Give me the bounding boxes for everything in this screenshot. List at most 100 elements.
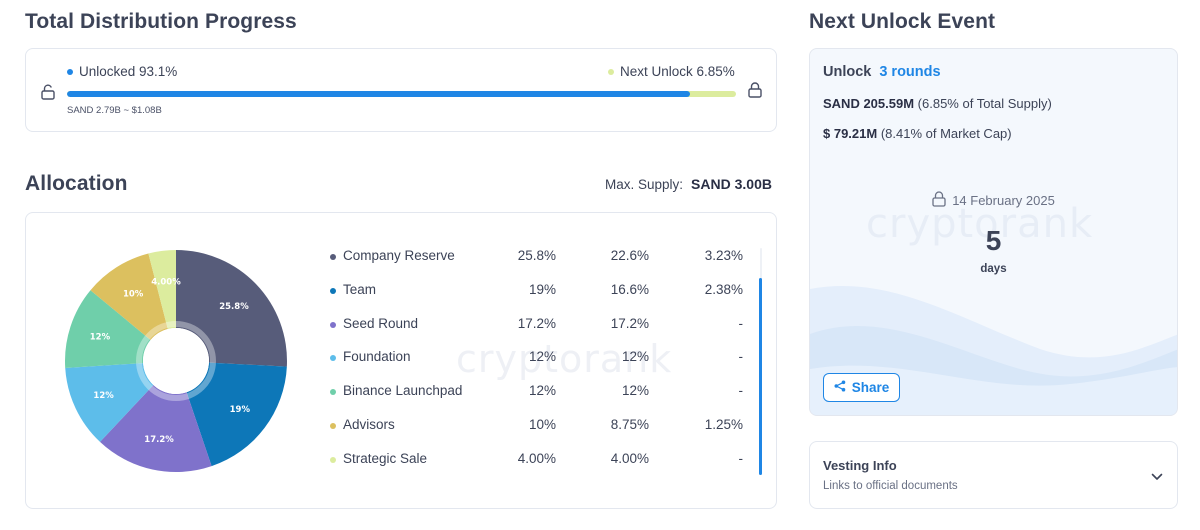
countdown-days-value: 5 — [985, 225, 1002, 256]
allocation-name: Foundation — [343, 349, 411, 365]
allocation-column-3: - — [738, 315, 744, 331]
vesting-info-panel[interactable]: Vesting Info Links to official documents — [809, 441, 1178, 509]
allocation-name: Advisors — [343, 417, 395, 432]
allocation-percent: 25.8% — [517, 248, 556, 263]
allocation-column-2: 17.2% — [610, 315, 649, 331]
max-supply: Max. Supply: SAND 3.00B — [605, 176, 772, 192]
pie-slice-label: 25.8% — [219, 302, 249, 312]
allocation-title: Allocation — [25, 172, 128, 195]
share-icon — [834, 380, 846, 395]
allocation-column-2: 12% — [621, 349, 649, 365]
pie-slice-team[interactable] — [186, 362, 287, 467]
pie-slice-label: 17.2% — [144, 435, 174, 445]
allocation-name: Team — [343, 281, 377, 297]
unlock-rounds-link[interactable]: 3 rounds — [879, 64, 941, 80]
allocation-column-3: - — [738, 383, 744, 399]
max-supply-value: SAND 3.00B — [691, 176, 772, 192]
unlocked-progress-fill — [67, 91, 690, 97]
pie-slice-label: 19% — [230, 405, 251, 415]
allocation-column-3: - — [738, 450, 744, 466]
allocation-column-3: - — [738, 349, 744, 365]
allocation-name: Seed Round — [343, 315, 419, 331]
allocation-column-2: 12% — [621, 383, 649, 399]
donut-hole — [143, 328, 209, 394]
vesting-title: Vesting Info — [823, 458, 897, 473]
share-button[interactable]: Share — [823, 373, 900, 402]
lock-open-icon — [41, 84, 55, 100]
pie-slice-foundation[interactable] — [65, 363, 154, 442]
sand-amount-bold: SAND 205.59M — [823, 96, 915, 111]
unlock-watermark: cryptorank — [866, 201, 1094, 247]
next-unlock-dot — [608, 68, 614, 75]
allocation-donut-chart: 25.8% 19% 17.2% 12% 12% 10% 4.00% — [65, 250, 287, 472]
allocation-row: Advisors 10% 8.75% 1.25% — [330, 417, 760, 437]
lock-icon — [932, 191, 946, 210]
next-unlock-title: Next Unlock Event — [809, 10, 996, 33]
legend-dot — [330, 456, 336, 463]
allocation-percent: 10% — [528, 417, 556, 432]
pie-slice-label: 4.00% — [151, 278, 181, 288]
allocation-row: Seed Round 17.2% 17.2% - — [330, 316, 760, 336]
unlock-usd-amount: $ 79.21M (8.41% of Market Cap) — [823, 126, 1012, 141]
allocation-column-3: 3.23% — [704, 248, 743, 263]
usd-amount-bold: $ 79.21M — [823, 126, 878, 141]
allocation-row: Foundation 12% 12% - — [330, 349, 760, 369]
allocation-row: Team 19% 16.6% 2.38% — [330, 282, 760, 302]
allocation-table: Company Reserve 25.8% 22.6% 3.23% Team 19% 16.… — [330, 248, 760, 488]
allocation-column-2: 22.6% — [610, 248, 649, 263]
allocation-column-2: 16.6% — [610, 281, 649, 297]
pie-slice-seed-round[interactable] — [100, 385, 212, 472]
pie-slice-binance-launchpad[interactable] — [65, 290, 151, 368]
legend-dot — [330, 423, 336, 429]
lock-closed-icon — [748, 82, 762, 98]
allocation-percent: 19% — [528, 281, 556, 297]
allocation-name: Strategic Sale — [343, 450, 428, 466]
unlock-date: 14 February 2025 — [810, 191, 1177, 210]
unlock-date-text: 14 February 2025 — [952, 193, 1055, 208]
chevron-down-icon[interactable] — [1151, 468, 1163, 486]
allocation-row: Binance Launchpad 12% 12% - — [330, 383, 760, 403]
countdown-days-label: days — [980, 263, 1007, 275]
allocation-scrollbar[interactable] — [759, 278, 762, 475]
allocation-column-3: 1.25% — [704, 417, 743, 432]
usd-amount-rest: (8.41% of Market Cap) — [880, 126, 1012, 141]
vesting-subtitle: Links to official documents — [823, 480, 958, 492]
allocation-card: cryptorank 25.8% 19% 17.2% 12% 12% 10% 4.00% C… — [25, 212, 777, 509]
legend-dot — [330, 287, 336, 294]
distribution-progress-bar — [67, 91, 736, 97]
allocation-name: Company Reserve — [343, 248, 455, 263]
distribution-progress-card: Unlocked 93.1% Next Unlock 6.85% SAND 2.… — [25, 48, 777, 132]
allocation-name: Binance Launchpad — [343, 383, 463, 399]
allocation-column-3: 2.38% — [704, 281, 743, 297]
progress-title: Total Distribution Progress — [25, 10, 297, 33]
unlocked-legend: Unlocked 93.1% — [67, 64, 177, 79]
unlock-label: Unlock — [823, 64, 872, 80]
allocation-percent: 12% — [528, 383, 556, 399]
allocation-percent: 17.2% — [517, 315, 556, 331]
legend-dot — [330, 321, 336, 328]
unlocked-label: Unlocked 93.1% — [79, 64, 178, 79]
allocation-percent: 12% — [528, 349, 556, 365]
max-supply-label: Max. Supply: — [605, 177, 684, 192]
share-label: Share — [851, 380, 890, 395]
pie-slice-strategic-sale[interactable] — [148, 250, 176, 330]
token-amount-note: SAND 2.79B ~ $1.08B — [67, 105, 162, 116]
pie-slice-label: 10% — [123, 289, 144, 299]
next-unlock-card: cryptorank Unlock 3 rounds SAND 205.59M (… — [809, 48, 1178, 416]
next-unlock-legend: Next Unlock 6.85% — [608, 64, 735, 79]
next-unlock-label: Next Unlock 6.85% — [620, 64, 735, 79]
legend-dot — [330, 389, 336, 396]
legend-dot — [330, 254, 336, 260]
allocation-column-2: 8.75% — [610, 417, 649, 432]
allocation-row: Company Reserve 25.8% 22.6% 3.23% — [330, 248, 760, 268]
pie-slice-label: 12% — [90, 332, 111, 342]
donut-inner-ring — [136, 321, 216, 401]
pie-slice-company-reserve[interactable] — [176, 250, 287, 367]
unlock-heading: Unlock 3 rounds — [823, 64, 941, 80]
allocation-column-2: 4.00% — [610, 450, 649, 466]
allocation-watermark: cryptorank — [456, 337, 673, 381]
unlock-sand-amount: SAND 205.59M (6.85% of Total Supply) — [823, 96, 1052, 111]
sand-amount-rest: (6.85% of Total Supply) — [917, 96, 1052, 111]
allocation-percent: 4.00% — [517, 450, 556, 466]
pie-slice-advisors[interactable] — [90, 253, 168, 340]
